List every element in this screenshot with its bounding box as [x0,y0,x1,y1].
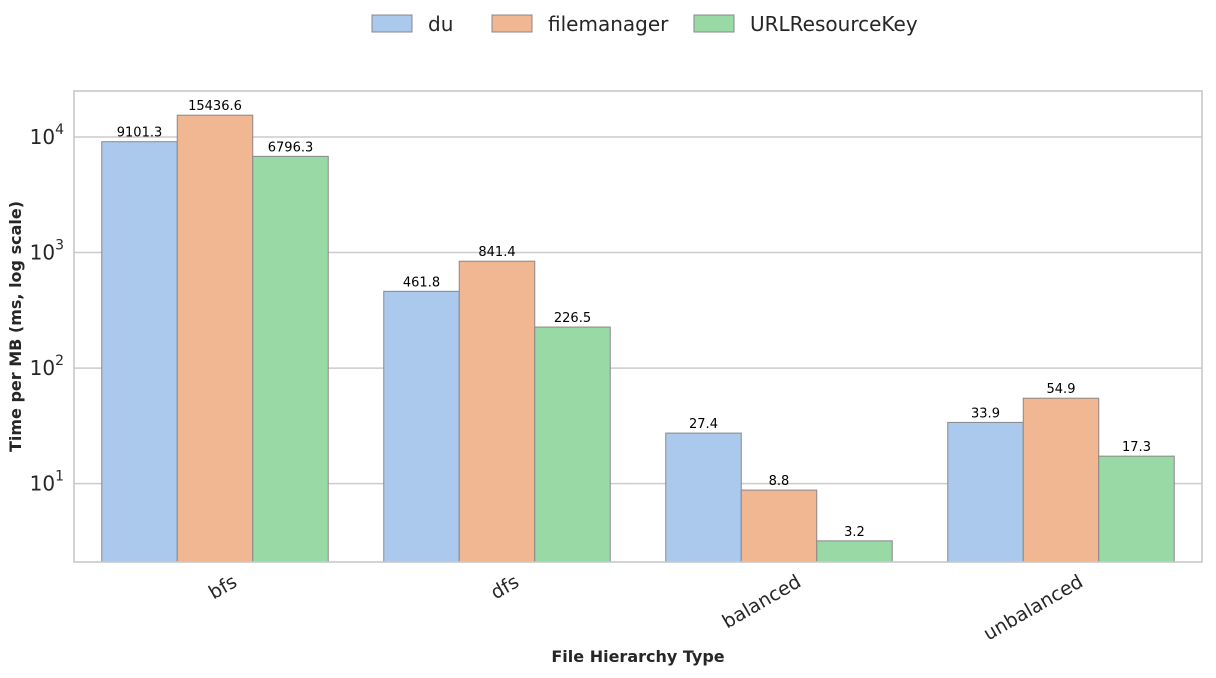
y-tick-base: 10 [30,472,55,496]
bar-value-label: 54.9 [1047,382,1076,397]
bar-value-label: 33.9 [971,406,1000,421]
y-tick-base: 10 [30,125,55,149]
bar-dfs-2 [534,326,611,563]
legend: du filemanager URLResourceKey [371,12,918,36]
bar-unbalanced-1 [1022,397,1100,563]
bar-dfs-0 [383,290,460,563]
x-tick-label-bfs: bfs [205,571,241,604]
legend-swatch-1 [491,14,533,33]
y-tick-base: 10 [30,356,55,380]
bar-value-label: 461.8 [403,275,440,290]
y-tick-exponent: 3 [55,238,64,254]
plot-frame [73,90,1203,563]
legend-swatch-0 [371,14,413,33]
bar-balanced-1 [740,489,818,563]
x-tick-label-dfs: dfs [487,571,523,604]
y-tick-exponent: 1 [55,469,64,485]
bar-bfs-1 [176,114,254,563]
y-tick-label: 102 [30,353,64,380]
legend-swatch-2 [693,14,735,33]
bar-unbalanced-0 [947,421,1024,563]
bar-value-label: 8.8 [769,474,790,489]
x-axis-title: File Hierarchy Type [551,647,724,666]
y-axis-title: Time per MB (ms, log scale) [6,201,25,452]
y-tick-base: 10 [30,241,55,265]
bar-value-label: 9101.3 [117,126,163,141]
bar-value-label: 3.2 [844,525,865,540]
x-tick-label-unbalanced: unbalanced [980,571,1087,646]
legend-label-2: URLResourceKey [750,12,918,36]
bar-balanced-2 [816,540,893,563]
y-tick-label: 104 [30,122,64,149]
y-tick-label: 103 [30,238,64,265]
bar-value-label: 841.4 [478,245,515,260]
y-tick-exponent: 4 [55,122,64,138]
bar-value-label: 226.5 [554,311,591,326]
bar-unbalanced-2 [1098,455,1175,563]
y-tick-exponent: 2 [55,353,64,369]
y-tick-label: 101 [30,469,64,496]
legend-label-0: du [428,12,453,36]
bar-value-label: 15436.6 [188,99,242,114]
bars: 9101.3 15436.6 6796.3 461.8 841.4 226.5 27.4 8.… [101,99,1175,563]
x-tick-labels: bfs dfs balanced unbalanced [205,571,1087,646]
bar-value-label: 6796.3 [268,140,314,155]
bar-bfs-0 [101,141,178,563]
bar-value-label: 17.3 [1122,440,1151,455]
legend-label-1: filemanager [548,12,669,36]
bar-bfs-2 [252,155,329,563]
bar-dfs-1 [458,260,536,563]
x-tick-label-balanced: balanced [719,571,805,633]
bar-balanced-0 [665,432,742,563]
bar-value-label: 27.4 [689,417,718,432]
